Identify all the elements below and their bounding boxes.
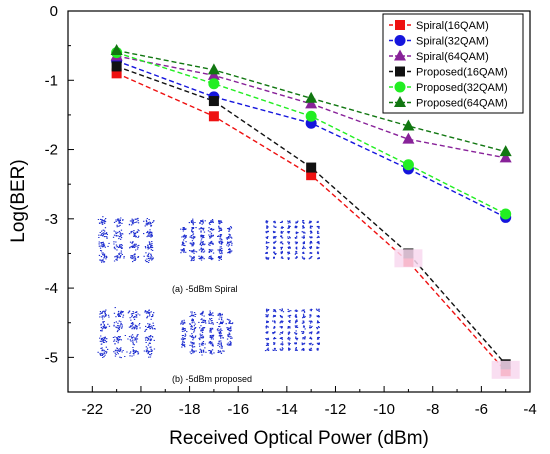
series-point-4-3	[402, 159, 414, 171]
legend-marker-5	[394, 96, 406, 107]
constellation-a-16	[97, 216, 155, 264]
series-point-5-1	[207, 63, 220, 75]
highlight-patch-1	[491, 360, 520, 379]
constellation-b-16	[97, 307, 156, 359]
legend-marker-3	[395, 66, 405, 77]
series-point-5-2	[305, 91, 318, 103]
y-tick-label-0: 0	[50, 3, 58, 20]
y-tick-label-5: -5	[45, 349, 58, 366]
constellation-a-64	[261, 217, 323, 263]
series-point-2-3	[402, 132, 415, 144]
constellation-inset: (a) -5dBm Spiral (b) -5dBm proposed	[97, 216, 520, 384]
plot-frame	[67, 10, 531, 393]
constellation-points-a-32	[180, 218, 233, 262]
legend-marker-0	[395, 20, 405, 30]
series-point-5-3	[402, 119, 415, 131]
x-tick-label-7: -8	[426, 401, 439, 418]
series-point-3-0	[111, 61, 122, 72]
series-line-3	[116, 65, 507, 365]
legend-label-3: Proposed(16QAM)	[416, 67, 508, 79]
x-tick-label-1: -20	[130, 401, 152, 418]
series-point-0-1	[208, 111, 219, 122]
highlight-patch-0	[394, 249, 423, 268]
legend-marker-2	[394, 49, 406, 61]
series-point-4-2	[305, 110, 317, 122]
constellation-a-32	[178, 217, 234, 263]
inset-caption-a: (a) -5dBm Spiral	[172, 284, 238, 294]
inset-caption-b: (b) -5dBm proposed	[172, 374, 252, 384]
y-tick-label-3: -3	[45, 211, 58, 228]
constellation-b-32	[178, 309, 234, 357]
series-point-2-1	[207, 68, 220, 80]
constellation-points-b-32	[180, 310, 234, 356]
series-point-0-0	[111, 68, 122, 79]
x-tick-label-2: -18	[179, 401, 201, 418]
x-axis-title: Received Optical Power (dBm)	[169, 428, 429, 449]
legend-box	[382, 13, 524, 114]
constellation-points-a-64	[265, 220, 320, 261]
constellation-b-64	[261, 305, 323, 355]
constellation-bg-a-16	[98, 217, 154, 263]
series-point-5-4	[499, 145, 512, 157]
legend-label-0: Spiral(16QAM)	[416, 20, 489, 32]
x-tick-label-0: -22	[81, 401, 103, 418]
constellation-points-b-16	[97, 307, 156, 359]
constellation-bg-b-16	[98, 309, 154, 357]
y-tick-label-1: -1	[45, 72, 58, 89]
series-point-5-0	[110, 43, 123, 55]
series-point-4-1	[208, 78, 220, 90]
y-tick-label-2: -2	[45, 142, 58, 159]
axes-group: -22 -20 -18 -16 -14 -12 -10 -8 -6 -4 0 -1 -2 -3 -4 -5	[45, 3, 537, 418]
series-point-2-4	[499, 151, 512, 163]
constellation-bg-b-64	[261, 305, 323, 355]
x-tick-label-8: -6	[475, 401, 488, 418]
legend-label-1: Spiral(32QAM)	[416, 36, 489, 48]
series-point-2-2	[305, 97, 318, 109]
legend: Spiral(16QAM) Spiral(32QAM) Spiral(64QAM) P…	[382, 13, 524, 114]
constellation-points-b-64	[264, 308, 320, 352]
legend-label-5: Proposed(64QAM)	[416, 98, 508, 110]
constellation-points-a-16	[97, 216, 155, 264]
legend-marker-1	[394, 35, 406, 46]
x-tick-label-3: -16	[227, 401, 249, 418]
x-tick-label-5: -12	[325, 401, 347, 418]
legend-label-2: Spiral(64QAM)	[416, 51, 489, 63]
y-axis-title: Log(BER)	[8, 159, 29, 242]
series-point-3-2	[306, 162, 317, 173]
x-tick-label-6: -10	[373, 401, 395, 418]
constellation-bg-a-32	[178, 217, 234, 263]
legend-label-4: Proposed(32QAM)	[416, 82, 508, 94]
series-point-4-4	[500, 208, 512, 220]
y-tick-label-4: -4	[45, 280, 58, 297]
x-tick-label-9: -4	[523, 401, 536, 418]
constellation-bg-a-64	[261, 217, 323, 263]
series-point-0-2	[306, 170, 317, 181]
x-tick-label-4: -14	[276, 401, 298, 418]
legend-marker-4	[394, 81, 406, 93]
constellation-bg-b-32	[178, 309, 234, 357]
series-point-3-1	[208, 96, 219, 107]
